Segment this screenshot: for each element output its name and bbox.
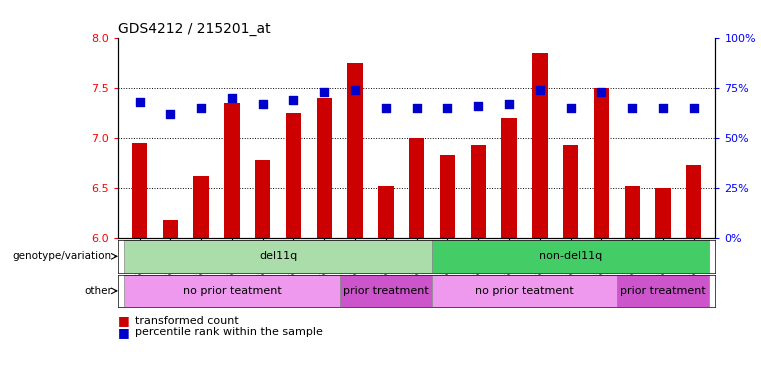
- Bar: [532, 53, 547, 238]
- Bar: [594, 88, 609, 238]
- Bar: [563, 145, 578, 238]
- Bar: [317, 98, 332, 238]
- Text: ■: ■: [118, 314, 129, 327]
- Point: [195, 105, 207, 111]
- Point: [657, 105, 669, 111]
- Text: no prior teatment: no prior teatment: [183, 286, 282, 296]
- Point: [226, 95, 238, 101]
- Bar: [339, 275, 432, 307]
- Point: [256, 101, 269, 108]
- Text: no prior teatment: no prior teatment: [475, 286, 574, 296]
- Bar: [501, 118, 517, 238]
- Bar: [655, 188, 670, 238]
- Bar: [347, 63, 363, 238]
- Bar: [224, 103, 240, 238]
- Point: [318, 89, 330, 95]
- Text: GDS4212 / 215201_at: GDS4212 / 215201_at: [118, 22, 271, 36]
- Bar: [409, 138, 425, 238]
- Bar: [440, 155, 455, 238]
- Point: [349, 87, 361, 93]
- Text: transformed count: transformed count: [135, 316, 238, 326]
- Text: non-del11q: non-del11q: [539, 251, 602, 262]
- Bar: [255, 160, 270, 238]
- Bar: [378, 186, 393, 238]
- Bar: [625, 186, 640, 238]
- Point: [411, 105, 423, 111]
- Point: [472, 103, 484, 109]
- Bar: [132, 143, 147, 238]
- Point: [626, 105, 638, 111]
- Bar: [686, 165, 702, 238]
- Point: [164, 111, 177, 118]
- Bar: [286, 113, 301, 238]
- Point: [380, 105, 392, 111]
- Text: other: other: [84, 286, 112, 296]
- Point: [133, 99, 145, 105]
- Text: prior treatment: prior treatment: [620, 286, 706, 296]
- Bar: [124, 275, 339, 307]
- Point: [441, 105, 454, 111]
- Text: del11q: del11q: [259, 251, 298, 262]
- Point: [688, 105, 700, 111]
- Bar: [124, 240, 432, 273]
- Bar: [193, 176, 209, 238]
- Point: [288, 97, 300, 103]
- Text: ■: ■: [118, 326, 129, 339]
- Bar: [617, 275, 709, 307]
- Point: [595, 89, 607, 95]
- Point: [565, 105, 577, 111]
- Text: genotype/variation: genotype/variation: [13, 251, 112, 262]
- Bar: [470, 145, 486, 238]
- Text: percentile rank within the sample: percentile rank within the sample: [135, 327, 323, 337]
- Bar: [432, 240, 709, 273]
- Text: prior treatment: prior treatment: [343, 286, 428, 296]
- Bar: [163, 220, 178, 238]
- Bar: [432, 275, 617, 307]
- Point: [503, 101, 515, 108]
- Point: [533, 87, 546, 93]
